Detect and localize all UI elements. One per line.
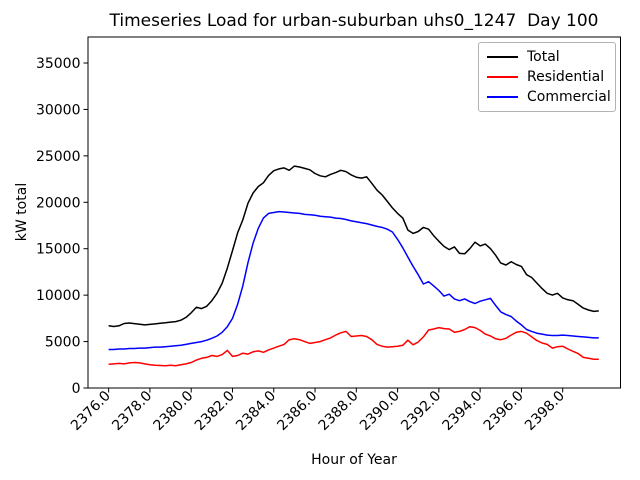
y-tick-label: 10000 (36, 288, 81, 304)
y-tick-label: 15000 (36, 242, 81, 258)
series-layer (108, 165, 599, 367)
legend-label-residential: Residential (527, 69, 605, 85)
x-tick-label: 2378.0 (109, 388, 155, 434)
series-line-total (108, 165, 599, 328)
y-tick-label: 25000 (36, 149, 81, 165)
x-tick-label: 2390.0 (357, 388, 403, 434)
x-tick-label: 2380.0 (151, 388, 197, 434)
legend-line-sample-residential (487, 76, 518, 78)
x-tick-label: 2386.0 (274, 388, 320, 434)
series-line-residential (108, 325, 599, 367)
legend-label-total: Total (527, 49, 560, 65)
legend-line-sample-total (487, 56, 518, 58)
x-tick-label: 2388.0 (316, 388, 362, 434)
y-tick-label: 35000 (36, 56, 81, 72)
legend: Total Residential Commercial (478, 42, 616, 112)
x-tick-label: 2384.0 (233, 388, 279, 434)
x-tick-label: 2394.0 (440, 388, 486, 434)
y-axis-label: kW total (14, 183, 30, 241)
x-axis-label: Hour of Year (311, 452, 397, 468)
series-line-commercial (108, 210, 599, 351)
legend-line-sample-commercial (487, 96, 518, 98)
y-tick-label: 0 (72, 381, 81, 397)
chart-title: Timeseries Load for urban-suburban uhs0_… (109, 11, 599, 31)
x-tick-label: 2382.0 (192, 388, 238, 434)
legend-entry-residential: Residential (487, 70, 607, 84)
y-tick-label: 20000 (36, 195, 81, 211)
x-tick-label: 2396.0 (481, 388, 527, 434)
legend-label-commercial: Commercial (527, 89, 611, 105)
legend-entry-commercial: Commercial (487, 90, 611, 104)
x-tick-label: 2398.0 (522, 388, 568, 434)
y-tick-label: 5000 (45, 335, 81, 351)
legend-entry-total: Total (487, 50, 607, 64)
plot-border (87, 36, 621, 389)
y-tick-label: 30000 (36, 102, 81, 118)
x-tick-label: 2392.0 (398, 388, 444, 434)
